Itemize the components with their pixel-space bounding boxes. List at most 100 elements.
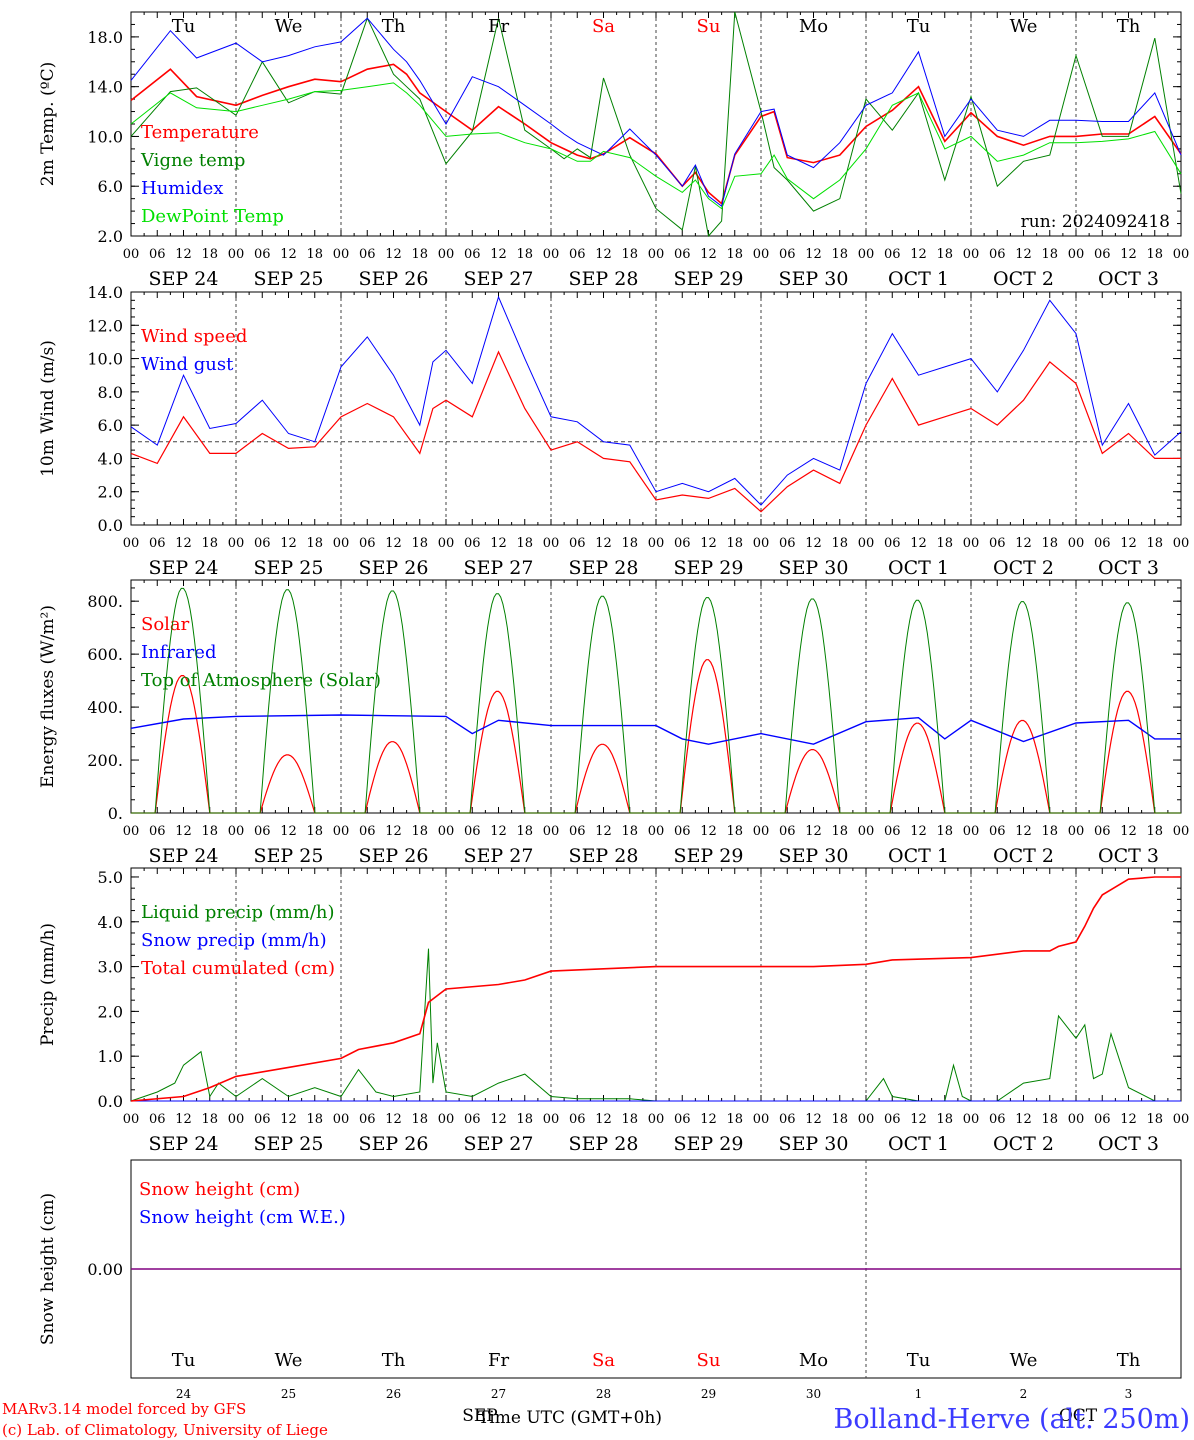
x-hour-label: 12: [1120, 824, 1137, 839]
x-hour-label: 06: [884, 1112, 901, 1127]
y-tick-label: 10.0: [87, 127, 123, 146]
y-axis-label: Snow height (cm): [38, 1193, 58, 1345]
series-line-total-cumulated-cm-: [130, 876, 1181, 1102]
x-hour-label: 00: [228, 247, 245, 262]
series-line-liquid-precip-mm-h-: [130, 948, 1181, 1102]
y-tick-label: 400.: [87, 698, 123, 717]
day-number-label: 1: [915, 1387, 923, 1401]
day-number-label: 26: [386, 1387, 401, 1401]
y-axis-label: Energy fluxes (W/m²): [38, 605, 58, 788]
x-hour-label: 18: [936, 1112, 953, 1127]
x-hour-label: 12: [385, 536, 402, 551]
x-hour-label: 12: [280, 824, 297, 839]
x-hour-label: 12: [280, 536, 297, 551]
weekday-label: We: [275, 1350, 303, 1371]
x-date-label: SEP 29: [674, 268, 744, 290]
x-hour-label: 00: [123, 824, 140, 839]
x-hour-label: 18: [1041, 536, 1058, 551]
x-hour-label: 18: [621, 1112, 638, 1127]
x-hour-label: 06: [569, 247, 586, 262]
x-hour-label: 12: [175, 536, 192, 551]
day-number-label: 28: [596, 1387, 611, 1401]
x-hour-label: 18: [726, 824, 743, 839]
legend-entry: Solar: [141, 614, 190, 635]
x-date-label: SEP 27: [464, 1133, 534, 1155]
x-hour-label: 00: [753, 1112, 770, 1127]
x-date-label: SEP 28: [569, 1133, 639, 1155]
x-hour-label: 00: [963, 536, 980, 551]
x-hour-label: 00: [858, 247, 875, 262]
x-hour-label: 06: [359, 536, 376, 551]
x-hour-label: 18: [831, 536, 848, 551]
x-date-label: OCT 3: [1098, 1133, 1159, 1155]
x-date-label: SEP 24: [149, 845, 219, 867]
x-hour-label: 12: [595, 536, 612, 551]
x-hour-label: 06: [569, 536, 586, 551]
x-hour-label: 06: [254, 824, 271, 839]
y-tick-label: 0.0: [98, 1092, 123, 1111]
x-date-label: SEP 30: [779, 1133, 849, 1155]
panel-3: 0. 200. 400. 600. 800. Energy fluxes (W/m²) So…: [38, 579, 1189, 867]
x-date-label: SEP 29: [674, 1133, 744, 1155]
x-date-label: SEP 27: [464, 268, 534, 290]
x-hour-label: 00: [1068, 536, 1085, 551]
y-tick-label: 0.0: [98, 516, 123, 535]
weekday-label: Tu: [172, 16, 196, 37]
legend-entry: DewPoint Temp: [141, 206, 284, 227]
x-hour-label: 12: [1015, 1112, 1032, 1127]
x-hour-label: 06: [884, 247, 901, 262]
x-hour-label: 06: [569, 1112, 586, 1127]
x-hour-label: 00: [648, 1112, 665, 1127]
month-label-sep: SEP: [462, 1406, 498, 1426]
x-date-label: OCT 3: [1098, 268, 1159, 290]
weekday-label: Sa: [592, 16, 615, 37]
x-hour-label: 06: [464, 247, 481, 262]
x-hour-label: 00: [1068, 247, 1085, 262]
x-hour-label: 18: [516, 536, 533, 551]
x-hour-label: 00: [753, 536, 770, 551]
x-hour-label: 12: [700, 824, 717, 839]
x-date-label: SEP 30: [779, 268, 849, 290]
x-hour-label: 06: [254, 1112, 271, 1127]
y-tick-label: 2.0: [98, 1002, 123, 1021]
x-hour-label: 18: [516, 247, 533, 262]
x-hour-label: 00: [543, 1112, 560, 1127]
x-date-label: SEP 25: [254, 557, 324, 579]
x-hour-label: 12: [175, 247, 192, 262]
x-hour-label: 12: [490, 1112, 507, 1127]
x-date-label: SEP 28: [569, 845, 639, 867]
x-hour-label: 12: [910, 536, 927, 551]
x-hour-label: 12: [805, 536, 822, 551]
x-hour-label: 18: [306, 536, 323, 551]
x-date-label: SEP 30: [779, 557, 849, 579]
x-hour-label: 00: [648, 824, 665, 839]
x-hour-label: 18: [1041, 824, 1058, 839]
x-hour-label: 18: [516, 1112, 533, 1127]
day-number-label: 30: [806, 1387, 821, 1401]
x-hour-label: 18: [621, 536, 638, 551]
y-tick-label: 8.0: [98, 383, 123, 402]
x-hour-label: 06: [674, 1112, 691, 1127]
legend-entry: Snow height (cm W.E.): [139, 1207, 346, 1228]
x-hour-label: 06: [149, 536, 166, 551]
x-hour-label: 00: [123, 536, 140, 551]
legend-entry: Wind speed: [141, 326, 247, 347]
x-hour-label: 06: [1094, 247, 1111, 262]
legend-entry: Snow precip (mm/h): [141, 930, 327, 951]
legend-entry: Total cumulated (cm): [141, 958, 335, 979]
x-hour-label: 18: [201, 824, 218, 839]
x-hour-label: 12: [1120, 1112, 1137, 1127]
y-tick-label: 0.: [108, 804, 123, 823]
y-tick-label: 1.0: [98, 1047, 123, 1066]
x-hour-label: 18: [621, 824, 638, 839]
weekday-label: Th: [382, 16, 406, 37]
legend-entry: Top of Atmosphere (Solar): [141, 670, 381, 691]
weekday-label: Th: [382, 1350, 406, 1371]
x-hour-label: 00: [333, 247, 350, 262]
weekday-label: Tu: [907, 16, 931, 37]
x-hour-label: 00: [438, 824, 455, 839]
legend-entry: Humidex: [141, 178, 223, 199]
x-hour-label: 00: [963, 824, 980, 839]
x-hour-label: 00: [858, 824, 875, 839]
